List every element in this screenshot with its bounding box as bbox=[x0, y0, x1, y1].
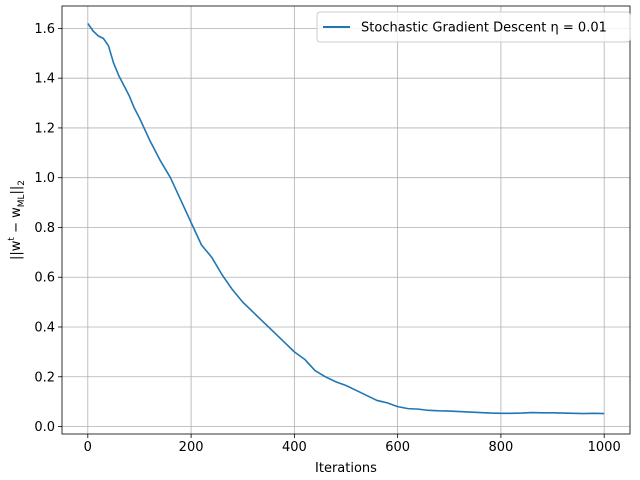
y-tick-label: 0.2 bbox=[34, 370, 55, 385]
legend-label: Stochastic Gradient Descent η = 0.01 bbox=[361, 21, 607, 36]
y-label-subscript-2: 2 bbox=[17, 180, 27, 186]
x-tick-label: 600 bbox=[385, 440, 410, 455]
y-label-part-1: ||w bbox=[9, 240, 24, 260]
series-layer bbox=[87, 22, 605, 415]
y-tick-label: 0.8 bbox=[34, 221, 55, 236]
legend: Stochastic Gradient Descent η = 0.01 bbox=[316, 11, 631, 43]
y-tick-label: 0.4 bbox=[34, 321, 55, 336]
x-tick-label: 800 bbox=[488, 440, 513, 455]
y-label-part-3: || bbox=[9, 186, 24, 195]
y-tick-label: 1.4 bbox=[34, 72, 55, 87]
x-tick-label: 1000 bbox=[588, 440, 621, 455]
y-tick-label: 1.2 bbox=[34, 121, 55, 136]
y-label-superscript: t bbox=[7, 237, 17, 241]
grid bbox=[62, 6, 630, 434]
y-axis-label: ||wt − wML||2 bbox=[7, 180, 27, 260]
plot-frame bbox=[61, 5, 631, 435]
x-axis-label: Iterations bbox=[315, 461, 377, 476]
y-tick-label: 1.0 bbox=[34, 171, 55, 186]
x-tick-label: 400 bbox=[282, 440, 307, 455]
y-label-subscript: ML bbox=[17, 194, 27, 207]
legend-box bbox=[316, 11, 631, 43]
y-tick-label: 0.0 bbox=[34, 420, 55, 435]
x-tick-label: 200 bbox=[179, 440, 204, 455]
ticks: 0 200 400 600 800 1000 0.0 0.2 0.4 0.6 0.8 1.0 1.2 1.… bbox=[34, 22, 620, 455]
y-tick-label: 0.6 bbox=[34, 271, 55, 286]
x-tick-label: 0 bbox=[84, 440, 92, 455]
y-tick-label: 1.6 bbox=[34, 22, 55, 37]
y-label-part-2: − w bbox=[9, 207, 24, 237]
series-line bbox=[87, 22, 605, 415]
